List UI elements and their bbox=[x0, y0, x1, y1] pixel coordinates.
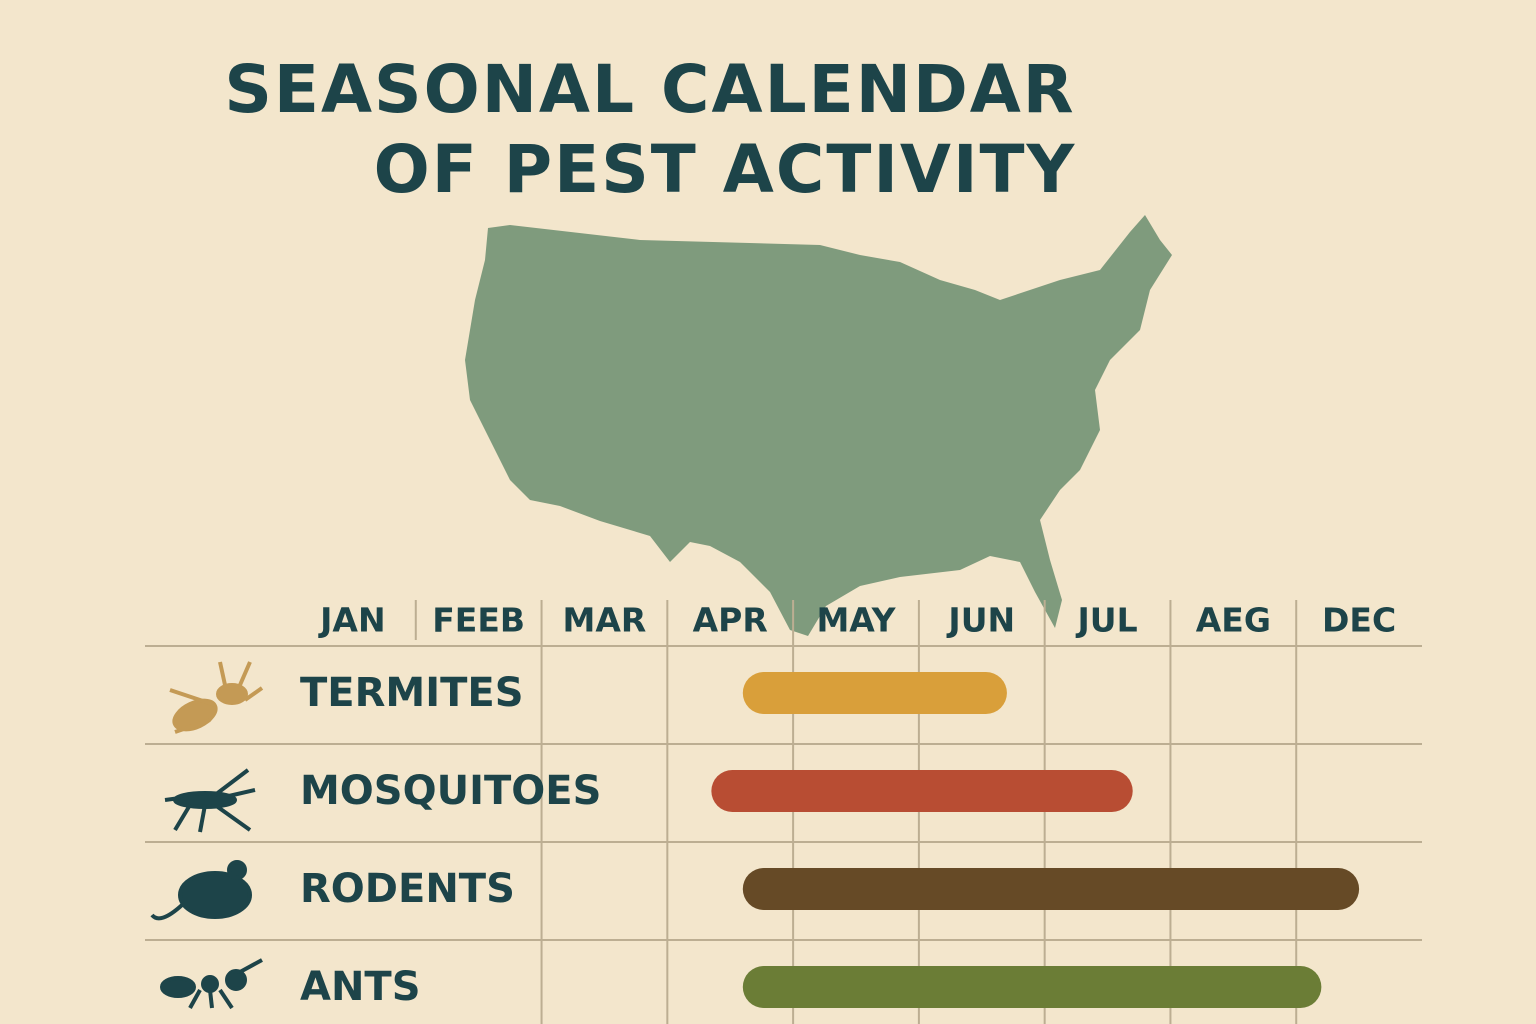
ant-icon bbox=[160, 958, 263, 1010]
month-label: FEEB bbox=[432, 601, 525, 640]
month-label: JAN bbox=[318, 601, 385, 640]
pest-label: RODENTS bbox=[300, 866, 515, 912]
activity-bar bbox=[711, 770, 1133, 812]
title-line: OF PEST ACTIVITY bbox=[374, 131, 1077, 208]
title-line: SEASONAL CALENDAR bbox=[224, 51, 1075, 128]
month-label: JUN bbox=[946, 601, 1015, 640]
rodent-icon bbox=[150, 860, 252, 921]
termite-icon bbox=[169, 661, 264, 734]
activity-bar bbox=[742, 672, 1007, 714]
pest-icons bbox=[150, 661, 264, 1010]
pest-label: TERMITES bbox=[300, 670, 524, 716]
month-label: JUL bbox=[1076, 601, 1138, 640]
activity-bar bbox=[742, 868, 1360, 910]
us-map bbox=[465, 215, 1172, 636]
pest-label: ANTS bbox=[300, 964, 421, 1010]
pest-label: MOSQUITOES bbox=[300, 768, 601, 814]
month-label: AEG bbox=[1196, 601, 1271, 640]
mosquito-icon bbox=[164, 768, 256, 833]
month-label: DEC bbox=[1322, 601, 1396, 640]
month-label: MAR bbox=[563, 601, 647, 640]
month-label: MAY bbox=[816, 601, 896, 640]
month-label: APR bbox=[693, 601, 768, 640]
activity-bar bbox=[742, 966, 1322, 1008]
